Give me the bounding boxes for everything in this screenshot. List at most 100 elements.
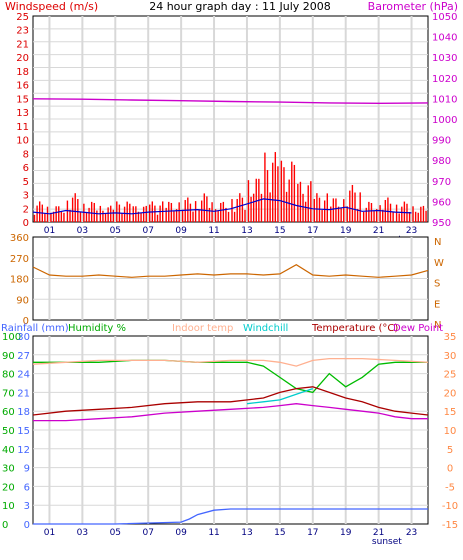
windspeed-tick-label: 5 [23,177,29,188]
windspeed-axis-label: Windspeed (m/s) [5,0,98,13]
rainfall-tick-label: 24 [17,370,30,381]
temperature-tick-label: -10 [442,501,458,512]
barometer-line [32,98,429,105]
x-tick-label: 01 [44,226,55,236]
humidity-tick-label: 40 [2,445,15,456]
compass-label: N [434,320,441,331]
windspeed-tick-label: 8 [23,149,29,160]
x-tick-label: 07 [142,226,153,236]
direction-tick-label: 0 [23,316,29,327]
dew-point-line [33,403,428,422]
windspeed-tick-label: 15 [16,94,29,105]
compass-label: S [434,279,440,290]
x-tick-label: 17 [307,226,318,236]
x-tick-label: 03 [77,528,88,538]
barometer-axis-label: Barometer (hPa) [368,0,458,13]
windspeed-tick-label: 6 [23,163,29,174]
humidity-tick-label: 70 [2,388,15,399]
legend-label: Indoor temp [172,323,233,334]
compass-label: W [434,258,444,269]
x-tick-label: 23 [406,528,417,538]
rainfall-tick-label: 21 [17,388,30,399]
sunset-label: sunset [372,537,402,547]
windspeed-tick-label: 25 [16,12,29,23]
humidity-tick-label: 60 [2,407,15,418]
rainfall-tick-label: 30 [17,332,30,343]
humidity-tick-label: 100 [2,332,21,343]
x-tick-label: 03 [77,226,88,236]
temperature-tick-label: 25 [444,370,457,381]
rainfall-tick-label: 12 [17,445,30,456]
windspeed-tick-label: 23 [16,26,29,37]
rainfall-tick-label: 9 [24,464,30,475]
humidity-tick-label: 90 [2,351,15,362]
temperature-tick-label: -15 [442,520,458,531]
windspeed-tick-label: 21 [16,39,29,50]
rainfall-tick-label: 15 [17,426,30,437]
x-tick-label: 15 [274,226,285,236]
temperature-c-line [32,386,429,416]
legend-label: Rainfall (mm) [1,323,69,334]
x-tick-label: 09 [175,226,187,236]
windspeed-tick-label: 13 [16,108,29,119]
x-tick-label: 15 [274,528,285,538]
temperature-tick-label: 15 [444,407,457,418]
indoor-temp-line [32,357,429,367]
windspeed-tick-label: 2 [23,204,29,215]
rainfall-tick-label: 18 [17,407,30,418]
windspeed-tick-label: 16 [16,81,29,92]
x-tick-label: 21 [373,528,384,538]
barometer-tick-label: 950 [432,218,451,229]
direction-tick-label: 270 [10,254,29,265]
x-tick-label: 07 [142,528,153,538]
compass-label: N [434,237,441,248]
barometer-tick-label: 1010 [432,94,457,105]
x-tick-label: 19 [340,528,352,538]
barometer-tick-label: 980 [432,156,451,167]
windchill-line [246,387,314,405]
direction-tick-label: 360 [10,233,29,244]
windspeed-tick-label: 0 [23,218,29,229]
temperature-tick-label: 30 [444,351,457,362]
barometer-tick-label: 1000 [432,115,457,126]
legend-label: Windchill [243,323,288,334]
humidity-tick-label: 20 [2,482,15,493]
x-tick-label: 11 [208,226,219,236]
barometer-tick-label: 960 [432,197,451,208]
direction-tick-label: 90 [16,295,29,306]
x-tick-label: 17 [307,528,318,538]
temperature-tick-label: 35 [444,332,457,343]
barometer-tick-label: 1040 [432,33,457,44]
rainfall-tick-label: 27 [17,351,30,362]
x-tick-label: 13 [241,226,252,236]
rainfall-tick-label: 0 [24,520,30,531]
temperature-tick-label: 0 [447,464,453,475]
legend-label: Temperature (°C) [311,323,398,334]
x-tick-label: 05 [110,528,121,538]
rainfall-tick-label: 6 [24,482,30,493]
temperature-tick-label: -5 [445,482,455,493]
x-tick-label: 11 [208,528,219,538]
humidity-tick-label: 0 [2,520,8,531]
windspeed-tick-label: 3 [23,191,29,202]
average-wind-line [32,198,412,215]
barometer-tick-label: 970 [432,177,451,188]
x-tick-label: 01 [44,528,55,538]
legend-label: Dew Point [393,323,443,334]
x-tick-label: 19 [340,226,352,236]
compass-label: E [434,299,440,310]
temperature-tick-label: 20 [444,388,457,399]
barometer-tick-label: 1030 [432,53,457,64]
x-tick-label: 21 [373,226,384,236]
humidity-tick-label: 10 [2,501,15,512]
rainfall-mm-line [33,508,428,525]
barometer-tick-label: 990 [432,136,451,147]
barometer-tick-label: 1050 [432,12,457,23]
temperature-tick-label: 10 [444,426,457,437]
rainfall-tick-label: 3 [24,501,30,512]
temperature-tick-label: 5 [447,445,453,456]
humidity-tick-label: 30 [2,464,15,475]
windspeed-tick-label: 20 [16,53,29,64]
